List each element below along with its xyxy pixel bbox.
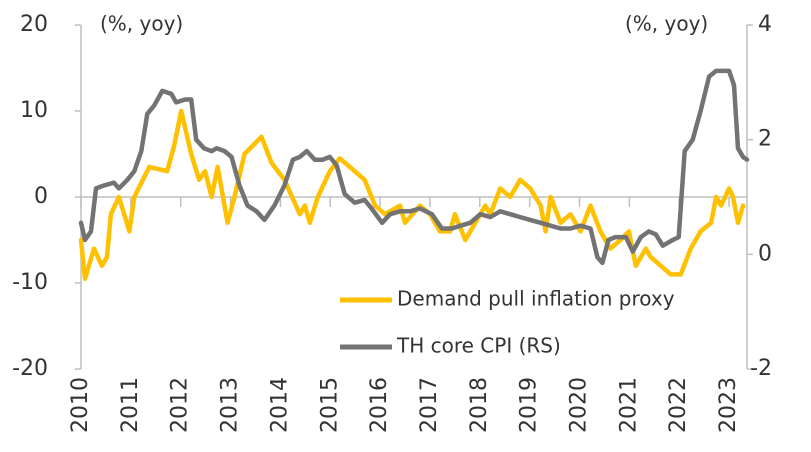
x-tick-label: 2013 [218,377,243,433]
y-tick-label: 0 [34,184,48,209]
y2-axis-label: (%, yoy) [625,12,708,36]
x-tick-label: 2022 [666,377,691,433]
y2-tick-label: -2 [750,356,772,381]
x-tick-label: 2011 [118,377,143,433]
y2-tick-label: 2 [758,127,772,152]
x-tick-label: 2015 [317,377,342,433]
y2-tick-label: 4 [758,12,772,37]
x-tick-label: 2014 [267,377,292,433]
x-tick-label: 2016 [367,377,392,433]
series-line [78,108,746,281]
y-tick-label: 10 [20,98,48,123]
x-tick-label: 2021 [616,377,641,433]
legend-label: Demand pull inflation proxy [397,287,675,311]
y-axis-label: (%, yoy) [100,12,183,36]
legend-label: TH core CPI (RS) [396,334,561,358]
y-tick-label: -20 [12,356,48,381]
x-tick-label: 2019 [517,377,542,433]
x-tick-label: 2020 [567,377,592,433]
y-tick-label: -10 [12,270,48,295]
y-tick-label: 20 [20,12,48,37]
x-tick-label: 2010 [68,377,93,433]
x-tick-label: 2018 [467,377,492,433]
x-tick-label: 2012 [168,377,193,433]
x-tick-label: 2017 [417,377,442,433]
y2-tick-label: 0 [758,241,772,266]
x-tick-label: 2023 [716,377,741,433]
series-line [78,68,750,266]
